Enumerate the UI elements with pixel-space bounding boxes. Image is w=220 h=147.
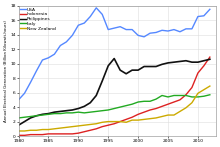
Y-axis label: Annual Electrical Generation (Billion Kilowatt-hours): Annual Electrical Generation (Billion Ki… bbox=[4, 20, 8, 122]
Legend: USA, Indonesia, Philippines, Italy, New Zealand: USA, Indonesia, Philippines, Italy, New … bbox=[20, 7, 56, 31]
